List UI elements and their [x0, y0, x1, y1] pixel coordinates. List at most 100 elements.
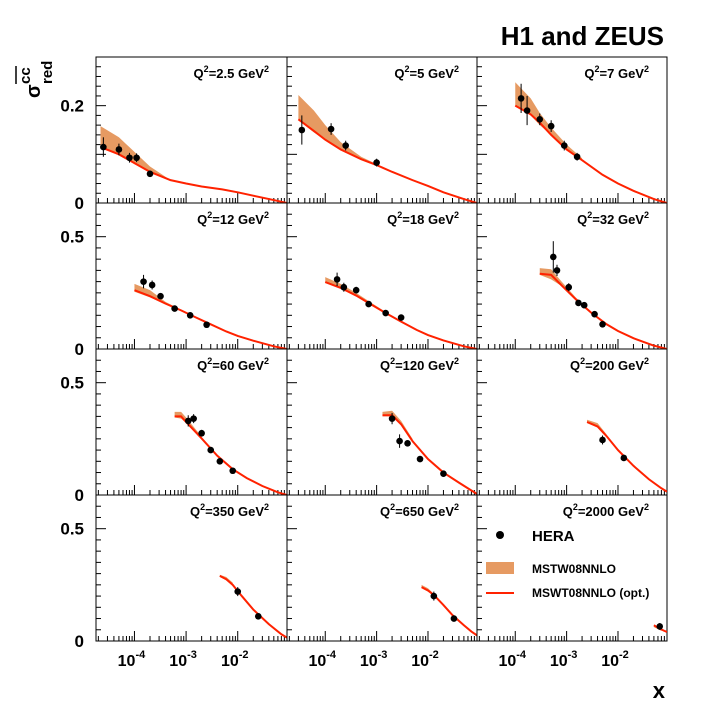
- panel-label-text: =650 GeV: [395, 504, 454, 519]
- data-point: [553, 267, 561, 274]
- panel-label-sup: 2: [264, 356, 269, 366]
- y-tick-label: 0.5: [60, 520, 84, 539]
- panel-label-sup: 2: [454, 356, 459, 366]
- data-point: [599, 436, 606, 444]
- data-point: [404, 440, 411, 447]
- panel-label: Q2=32 GeV2: [577, 210, 649, 227]
- x-tick-exponent: -3: [187, 649, 197, 661]
- panel-content: [297, 94, 477, 203]
- mswt-opt-line: [539, 272, 667, 349]
- y-axis-label: σ cc red: [15, 61, 56, 98]
- panel-label-text: =120 GeV: [395, 358, 454, 373]
- panel-1: Q2=5 GeV2: [286, 56, 478, 204]
- x-tick-base: 10: [601, 653, 619, 670]
- panel-label-sup: 2: [207, 210, 212, 220]
- panel-label: Q2=120 GeV2: [380, 356, 459, 373]
- y-tick-label: 0: [75, 340, 84, 359]
- data-point: [298, 126, 306, 134]
- data-point: [591, 310, 598, 318]
- annotation-group: H1 and ZEUS x σ cc red: [15, 21, 666, 703]
- panel-label-text: =200 GeV: [585, 358, 644, 373]
- panel-label-sup: 2: [454, 502, 459, 512]
- data-point: [115, 146, 123, 153]
- mstw-band: [100, 126, 171, 182]
- mswt-opt-line: [586, 421, 667, 493]
- panel-label-text: Q: [380, 358, 390, 373]
- data-point: [234, 588, 242, 595]
- panel-label-text: Q: [570, 358, 580, 373]
- panel-label-text: =350 GeV: [205, 504, 264, 519]
- data-point: [203, 321, 210, 329]
- data-point: [580, 301, 588, 309]
- data-point: [327, 125, 335, 133]
- data-point: [373, 159, 380, 166]
- data-point: [599, 320, 606, 328]
- x-tick-exponent: -3: [378, 649, 388, 661]
- x-tick-base: 10: [118, 653, 136, 670]
- panel-content: [514, 82, 667, 203]
- data-point: [140, 278, 147, 285]
- panel-label-sup: 2: [397, 210, 402, 220]
- x-tick-base: 10: [411, 653, 429, 670]
- data-point: [517, 95, 525, 102]
- x-tick-label: 10-4: [498, 649, 526, 670]
- data-point: [133, 154, 140, 162]
- data-point: [440, 470, 447, 477]
- x-tick-label: 10-3: [550, 649, 578, 670]
- panel-label: Q2=18 GeV2: [387, 210, 459, 227]
- data-point: [365, 300, 372, 308]
- x-tick-base: 10: [360, 653, 378, 670]
- legend: HERA MSTW08NNLO MSWT08NNLO (opt.): [486, 528, 649, 600]
- panel-label-text: Q: [190, 504, 200, 519]
- data-point: [397, 314, 405, 321]
- panel-label-text: Q: [197, 358, 207, 373]
- panel-label-text: =12 GeV: [212, 212, 264, 227]
- x-tick-exponent: -4: [516, 649, 527, 661]
- panel-content: [539, 241, 667, 349]
- x-tick-exponent: -4: [326, 649, 337, 661]
- data-point: [186, 312, 194, 319]
- panel-label-sup: 2: [200, 502, 205, 512]
- y-tick-label: 0.5: [60, 374, 84, 393]
- mswt-opt-line: [421, 586, 477, 637]
- panel-label-sup: 2: [454, 210, 459, 220]
- panel-label-sup: 2: [264, 502, 269, 512]
- panel-label-sup: 2: [204, 64, 209, 74]
- x-tick-label: 10-2: [221, 649, 249, 670]
- data-point: [190, 415, 197, 422]
- x-tick-base: 10: [169, 653, 187, 670]
- panel-label-sup: 2: [390, 356, 395, 366]
- x-tick-exponent: -2: [429, 649, 439, 661]
- legend-data-marker: [496, 531, 504, 539]
- x-tick-base: 10: [308, 653, 326, 670]
- data-point: [333, 276, 341, 283]
- data-point: [198, 429, 205, 437]
- legend-data-label: HERA: [532, 528, 575, 545]
- panel-label-sup: 2: [573, 502, 578, 512]
- panel-label: Q2=60 GeV2: [197, 356, 269, 373]
- x-tick-label: 10-4: [308, 649, 336, 670]
- x-tick-exponent: -2: [619, 649, 629, 661]
- panel-label-sup: 2: [264, 210, 269, 220]
- panel-label-sup: 2: [264, 64, 269, 74]
- panel-8: Q2=200 GeV2: [476, 348, 668, 496]
- panel-content: [382, 410, 477, 495]
- y-axis-label-sub: red: [39, 61, 56, 84]
- data-point: [207, 446, 215, 454]
- data-point: [388, 415, 396, 422]
- panel-7: Q2=120 GeV2: [286, 348, 478, 496]
- panel-label-text: =18 GeV: [402, 212, 454, 227]
- y-axis-label-main: σ: [23, 84, 45, 98]
- data-point: [157, 292, 164, 300]
- mstw-band: [174, 411, 202, 439]
- data-point: [416, 455, 424, 463]
- x-tick-label: 10-2: [411, 649, 439, 670]
- panel-content: [653, 623, 667, 633]
- panel-label-sup: 2: [587, 210, 592, 220]
- data-point: [340, 283, 348, 291]
- data-point: [565, 283, 573, 291]
